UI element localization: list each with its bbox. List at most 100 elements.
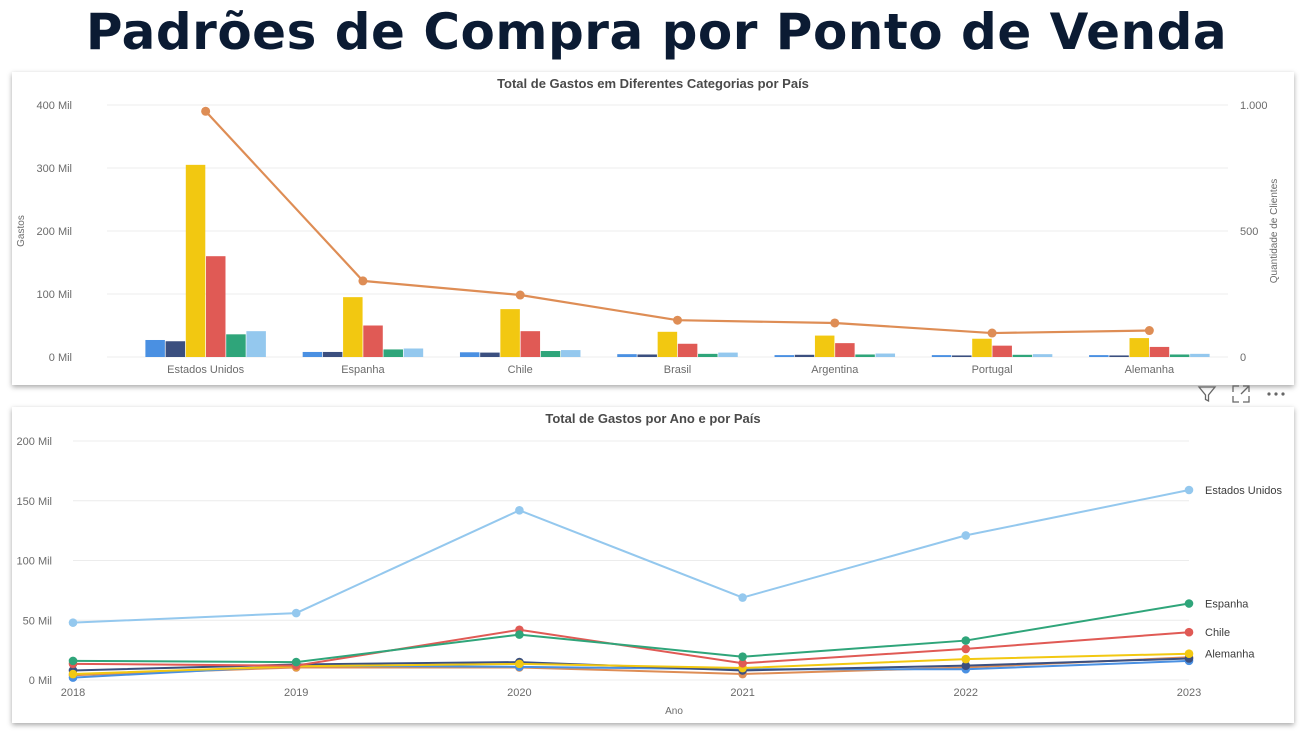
filter-icon[interactable] — [1197, 384, 1217, 408]
category-spend-chart-card[interactable]: Total de Gastos em Diferentes Categorias… — [12, 72, 1294, 385]
series-point — [291, 657, 301, 667]
x-tick-label: 2023 — [1177, 687, 1201, 699]
bar — [718, 352, 738, 357]
x-tick-label: Estados Unidos — [167, 364, 245, 376]
x-tick-label: 2019 — [284, 687, 308, 699]
bar — [1089, 355, 1109, 357]
yearly-spend-chart: Total de Gastos por Ano e por País 0 Mil 5… — [17, 411, 1283, 717]
bar — [1129, 338, 1150, 357]
customer-count-point — [358, 276, 368, 286]
series-point — [738, 652, 747, 661]
x-tick-label: Chile — [508, 364, 533, 376]
x-axis-title: Ano — [665, 706, 683, 717]
bar — [657, 331, 678, 357]
y2-tick-label: 1.000 — [1240, 100, 1268, 112]
customer-count-point — [201, 106, 211, 116]
series-point — [515, 630, 524, 639]
x-tick-label: Argentina — [811, 364, 859, 376]
bar — [1190, 353, 1210, 357]
bar — [637, 354, 657, 357]
series-end-label: Alemanha — [1205, 649, 1255, 661]
customer-count-point — [673, 315, 682, 325]
bar — [698, 353, 718, 357]
series-point — [68, 669, 78, 679]
x-tick-label: Alemanha — [1125, 364, 1175, 376]
bar — [875, 353, 896, 357]
bar — [363, 325, 383, 357]
y-tick-label: 50 Mil — [23, 615, 52, 627]
y-axis-title: Gastos — [16, 215, 27, 247]
series-point — [738, 658, 747, 668]
y-tick-label: 200 Mil — [37, 226, 72, 238]
series-point — [1184, 627, 1194, 637]
y2-tick-label: 500 — [1240, 226, 1258, 238]
y-tick-label: 0 Mil — [29, 675, 52, 687]
customer-count-point — [1144, 326, 1154, 336]
y-tick-label: 100 Mil — [37, 289, 72, 301]
x-tick-label: 2022 — [954, 687, 978, 699]
bar — [500, 309, 520, 357]
chart-title: Total de Gastos em Diferentes Categorias… — [497, 76, 809, 91]
series-point — [961, 654, 971, 664]
bar — [617, 354, 637, 357]
customer-count-point — [987, 328, 997, 338]
series-point — [1184, 485, 1194, 495]
y-tick-label: 100 Mil — [17, 556, 52, 568]
series-point — [291, 608, 301, 618]
bar — [814, 335, 835, 357]
bar — [1032, 354, 1053, 357]
bar — [952, 355, 972, 357]
bar — [246, 331, 266, 357]
bar — [226, 334, 246, 357]
bar — [459, 352, 480, 357]
customer-count-point — [830, 318, 840, 328]
x-tick-label: Espanha — [341, 364, 385, 376]
bar — [540, 351, 561, 357]
bar — [480, 352, 500, 357]
series-end-label: Estados Unidos — [1205, 485, 1283, 497]
series-point — [961, 661, 971, 670]
x-tick-label: 2020 — [507, 687, 531, 699]
bar — [972, 338, 992, 357]
bar — [520, 331, 541, 357]
series-line — [72, 628, 1190, 667]
bar — [677, 343, 698, 357]
y-tick-label: 200 Mil — [17, 436, 52, 448]
category-spend-chart: Total de Gastos em Diferentes Categorias… — [16, 76, 1280, 376]
series-point — [515, 506, 524, 515]
bar — [835, 343, 855, 357]
series-point — [1184, 649, 1194, 659]
series-point — [961, 531, 971, 540]
series-point — [515, 659, 524, 669]
series-line — [72, 602, 1190, 664]
x-tick-label: Brasil — [664, 364, 692, 376]
bar — [403, 348, 424, 357]
bar — [302, 351, 323, 357]
series-point — [68, 656, 78, 666]
y-tick-label: 0 Mil — [49, 352, 72, 364]
y2-tick-label: 0 — [1240, 352, 1246, 364]
series-line — [72, 652, 1190, 676]
y-tick-label: 150 Mil — [17, 496, 52, 508]
series-point — [738, 593, 747, 602]
series-point — [961, 644, 971, 654]
series-point — [68, 618, 78, 627]
yearly-spend-chart-card[interactable]: Total de Gastos por Ano e por País 0 Mil 5… — [12, 407, 1294, 723]
bar — [1149, 346, 1170, 357]
x-tick-label: 2018 — [61, 687, 85, 699]
bar — [855, 354, 875, 357]
more-options-icon[interactable] — [1265, 384, 1287, 408]
bar — [205, 256, 226, 357]
bar — [931, 355, 952, 357]
bar — [774, 355, 795, 357]
series-point — [961, 636, 971, 645]
page-title: Padrões de Compra por Ponto de Venda — [85, 3, 1228, 61]
customer-count-point — [515, 290, 525, 300]
series-line — [72, 489, 1190, 624]
bar — [185, 164, 206, 357]
bar — [145, 339, 165, 357]
focus-mode-icon[interactable] — [1231, 384, 1251, 408]
bar — [794, 354, 815, 357]
bar — [1012, 354, 1033, 357]
bar — [560, 350, 581, 357]
